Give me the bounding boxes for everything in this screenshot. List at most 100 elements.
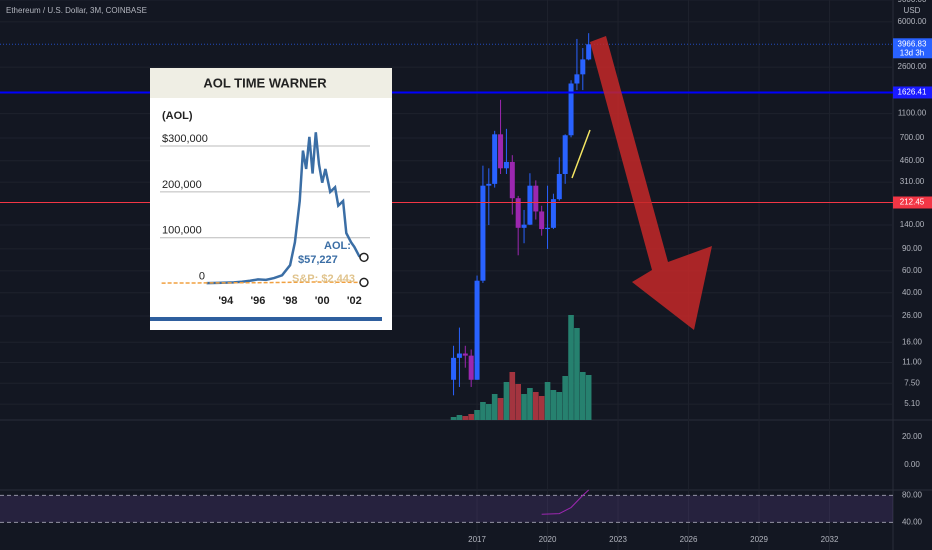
- inset-background: [150, 68, 392, 330]
- volume-bar: [585, 375, 592, 420]
- candle-body: [550, 199, 556, 228]
- volume-bar: [533, 392, 539, 420]
- price-label-box: [893, 86, 932, 99]
- volume-bar: [486, 404, 492, 420]
- candle-body: [498, 134, 504, 169]
- y-tick-label: 460.00: [900, 156, 925, 165]
- candle-body: [580, 59, 586, 75]
- y-tick-label: 40.00: [902, 517, 923, 526]
- currency-label: USD: [904, 6, 921, 15]
- candle-body: [545, 227, 551, 230]
- candle-body: [468, 355, 474, 380]
- inset-annotation: AOL:: [324, 240, 351, 252]
- y-tick-label: 0.00: [904, 460, 920, 469]
- last-price-box: [893, 38, 932, 59]
- candle-body: [509, 161, 515, 199]
- candle-body: [521, 224, 527, 228]
- volume-bar: [509, 372, 516, 420]
- y-tick-label: 5.10: [904, 399, 920, 408]
- price-pane: [0, 33, 893, 515]
- y-tick-label: 2600.00: [898, 62, 927, 71]
- band-fill: [0, 495, 893, 523]
- volume-bar: [491, 394, 498, 420]
- inset-x-tick-label: '94: [218, 295, 234, 307]
- y-tick-label: 11.00: [902, 358, 922, 367]
- inset-annotation: S&P: $2,443: [292, 273, 355, 285]
- volume-bar: [556, 392, 563, 420]
- price-label: 212.45: [900, 198, 925, 207]
- volume-bar: [580, 372, 586, 420]
- y-tick-label: 7.50: [904, 378, 920, 387]
- volume-bar: [550, 390, 557, 420]
- inset-x-tick-label: '98: [283, 295, 298, 307]
- volume-bar: [474, 410, 480, 420]
- inset-annotation: $57,227: [298, 254, 338, 266]
- candle-body: [533, 185, 539, 212]
- volume-bar: [568, 315, 574, 420]
- candle-body: [462, 353, 468, 356]
- inset-line: [206, 132, 365, 285]
- y-tick-label: 16.00: [902, 337, 923, 346]
- inset-y-tick-label: $300,000: [162, 133, 208, 145]
- inset-y-tick-label: 0: [199, 270, 205, 282]
- inset-end-marker: [359, 252, 369, 263]
- candle-body: [515, 198, 521, 228]
- volume-bar: [462, 416, 469, 420]
- candle-body: [503, 161, 509, 169]
- inset-y-tick-label: 200,000: [162, 179, 202, 191]
- x-tick-label: 2020: [539, 535, 557, 544]
- y-tick-label: 60.00: [902, 266, 923, 275]
- candle-body: [492, 134, 498, 184]
- x-tick-label: 2026: [680, 535, 698, 544]
- x-tick-label: 2023: [609, 535, 627, 544]
- inset-x-tick-label: '02: [347, 295, 362, 307]
- price-axis: 9000.00 6000.00 2600.00 1100.00 700.00 460.00…: [468, 0, 932, 544]
- volume-bar: [538, 396, 545, 420]
- y-tick-label: 90.00: [902, 244, 923, 253]
- candle-body: [574, 74, 580, 84]
- y-tick-label: 310.00: [900, 177, 925, 186]
- volume-bar: [521, 394, 527, 420]
- inset-line: [161, 281, 364, 284]
- y-tick-label: 6000.00: [898, 17, 927, 26]
- y-tick-label: 140.00: [900, 220, 925, 229]
- inset-x-tick-label: '96: [251, 295, 266, 307]
- volume-bar: [450, 417, 457, 420]
- inset-title: AOL TIME WARNER: [203, 75, 327, 90]
- inset-x-tick-label: '00: [315, 295, 330, 307]
- y-tick-label: 1100.00: [898, 109, 927, 118]
- candle-body: [539, 211, 545, 230]
- candle-body: [562, 135, 568, 174]
- candle-body: [556, 173, 562, 200]
- x-tick-label: 2032: [821, 535, 839, 544]
- y-tick-label: 700.00: [900, 133, 925, 142]
- inset-end-marker: [359, 277, 369, 288]
- inset-chart: AOL TIME WARNER (AOL) $300,000 200,000 100…: [150, 68, 392, 330]
- candle-body: [586, 44, 592, 60]
- x-tick-label: 2017: [468, 535, 486, 544]
- volume-bar: [544, 382, 551, 420]
- price-label: 1626.41: [898, 88, 927, 97]
- candle-body: [527, 185, 533, 225]
- volume-bar: [503, 382, 510, 420]
- inset-y-tick-label: 100,000: [162, 225, 202, 237]
- y-tick-label: 80.00: [902, 491, 923, 500]
- volume-bar: [562, 376, 568, 420]
- volume-bar: [497, 398, 504, 420]
- inset-header: [150, 68, 392, 98]
- inset-subtitle: (AOL): [162, 110, 193, 122]
- candle-body: [451, 357, 457, 380]
- price-label-box: [893, 196, 932, 209]
- volume-bar: [527, 388, 533, 420]
- candle-body: [456, 353, 462, 358]
- indicator-line: [541, 489, 590, 515]
- inset-footer-bar: [150, 317, 382, 321]
- volume-bar: [480, 402, 486, 420]
- chart-title: Ethereum / U.S. Dollar, 3M, COINBASE: [6, 6, 147, 15]
- last-price-label: 3966.83: [898, 39, 927, 48]
- y-tick-label: 20.00: [902, 432, 923, 441]
- volume-bar: [574, 328, 580, 420]
- candle-body: [480, 185, 486, 281]
